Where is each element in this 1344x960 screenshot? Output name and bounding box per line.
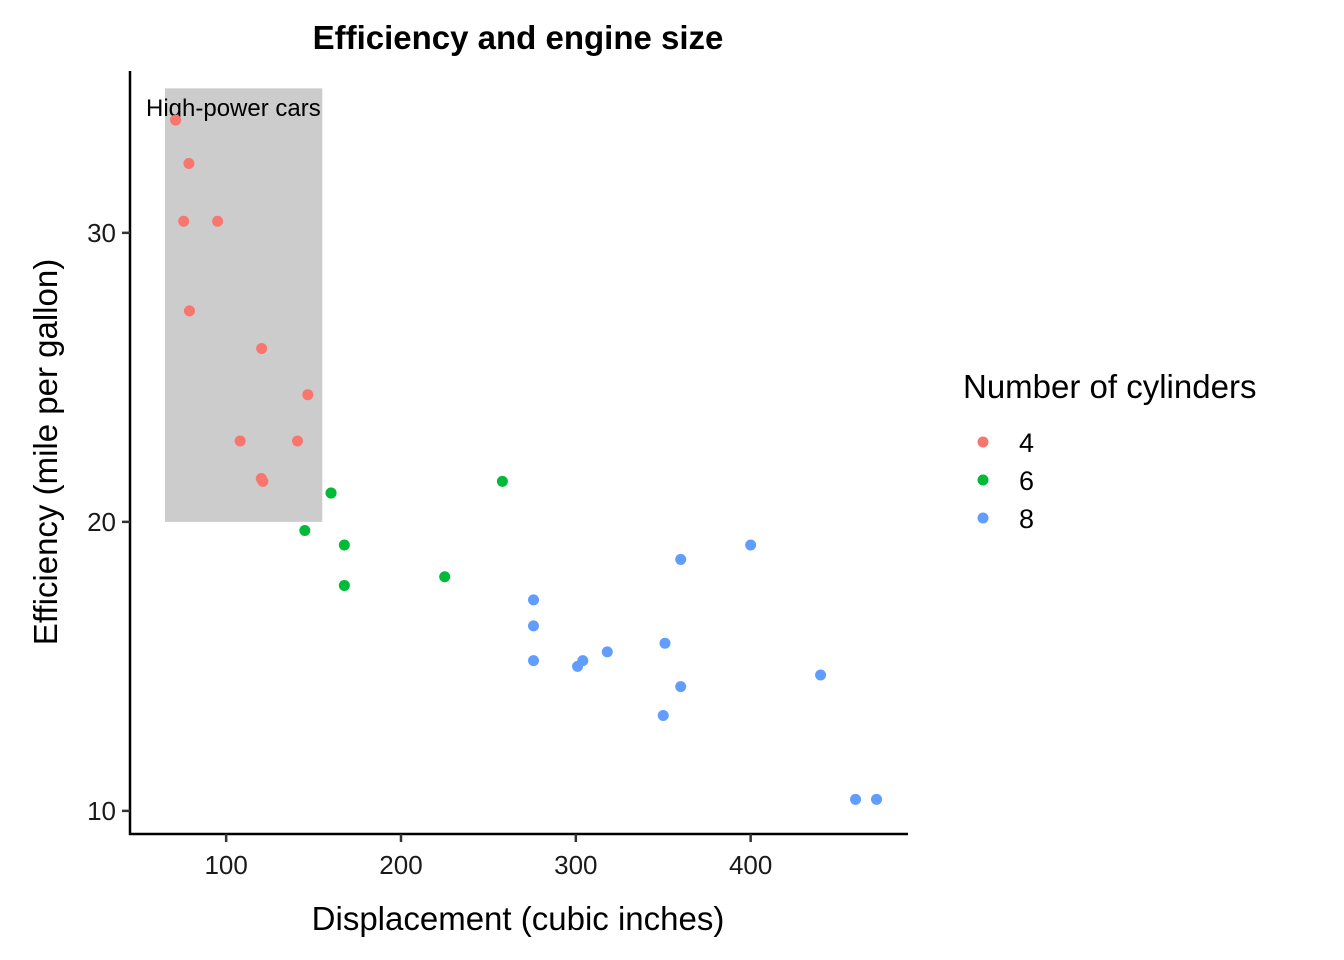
point-cyl-8-12 <box>850 793 862 805</box>
point-cyl-8-9 <box>675 681 687 693</box>
x-tick-label-400: 400 <box>729 850 772 880</box>
point-cyl-8-4 <box>528 655 540 667</box>
point-cyl-8-8 <box>659 637 671 649</box>
axes <box>128 71 908 836</box>
legend-title: Number of cylinders <box>963 368 1256 405</box>
point-cyl-8-7 <box>601 646 613 658</box>
points-layer <box>170 114 883 805</box>
legend-key-8 <box>977 512 989 524</box>
point-cyl-4-10 <box>257 475 269 487</box>
x-tick-label-100: 100 <box>204 850 247 880</box>
legend-label-4: 4 <box>1019 428 1034 458</box>
point-cyl-8-11 <box>815 669 827 681</box>
point-cyl-4-6 <box>302 389 314 401</box>
point-cyl-8-2 <box>528 594 540 606</box>
point-cyl-4-8 <box>291 435 303 447</box>
legend: Number of cylinders 4 6 8 <box>963 368 1256 534</box>
y-tick-label-10: 10 <box>87 796 116 826</box>
point-cyl-4-5 <box>256 342 268 354</box>
legend-key-4 <box>977 436 989 448</box>
point-cyl-6-5 <box>338 579 350 591</box>
y-axis-title: Efficiency (mile per gallon) <box>27 259 64 645</box>
point-cyl-4-0 <box>170 114 182 126</box>
point-cyl-8-6 <box>572 660 584 672</box>
point-cyl-4-4 <box>183 305 195 317</box>
y-tick-label-30: 30 <box>87 218 116 248</box>
point-cyl-8-13 <box>871 793 883 805</box>
point-cyl-8-0 <box>675 553 687 565</box>
legend-label-6: 6 <box>1019 466 1034 496</box>
annotation-layer: High-power cars <box>146 88 323 522</box>
x-tick-label-300: 300 <box>554 850 597 880</box>
point-cyl-4-2 <box>178 215 190 227</box>
point-cyl-4-3 <box>212 215 224 227</box>
y-tick-label-20: 20 <box>87 507 116 537</box>
point-cyl-8-3 <box>528 620 540 632</box>
chart-title: Efficiency and engine size <box>313 19 724 56</box>
high-power-region <box>164 88 323 522</box>
x-axis-title: Displacement (cubic inches) <box>312 900 725 937</box>
point-cyl-6-4 <box>338 539 350 551</box>
legend-label-8: 8 <box>1019 504 1034 534</box>
legend-items: 4 6 8 <box>977 428 1034 534</box>
point-cyl-6-2 <box>496 475 508 487</box>
point-cyl-8-10 <box>657 710 669 722</box>
point-cyl-8-1 <box>745 539 757 551</box>
point-cyl-6-6 <box>439 571 451 583</box>
point-cyl-4-1 <box>183 157 195 169</box>
point-cyl-6-1 <box>325 487 337 499</box>
x-tick-label-200: 200 <box>379 850 422 880</box>
point-cyl-6-3 <box>299 525 311 537</box>
ticks-layer: 100 200 300 400 10 20 30 <box>87 218 772 880</box>
point-cyl-4-7 <box>234 435 246 447</box>
legend-key-6 <box>977 474 989 486</box>
